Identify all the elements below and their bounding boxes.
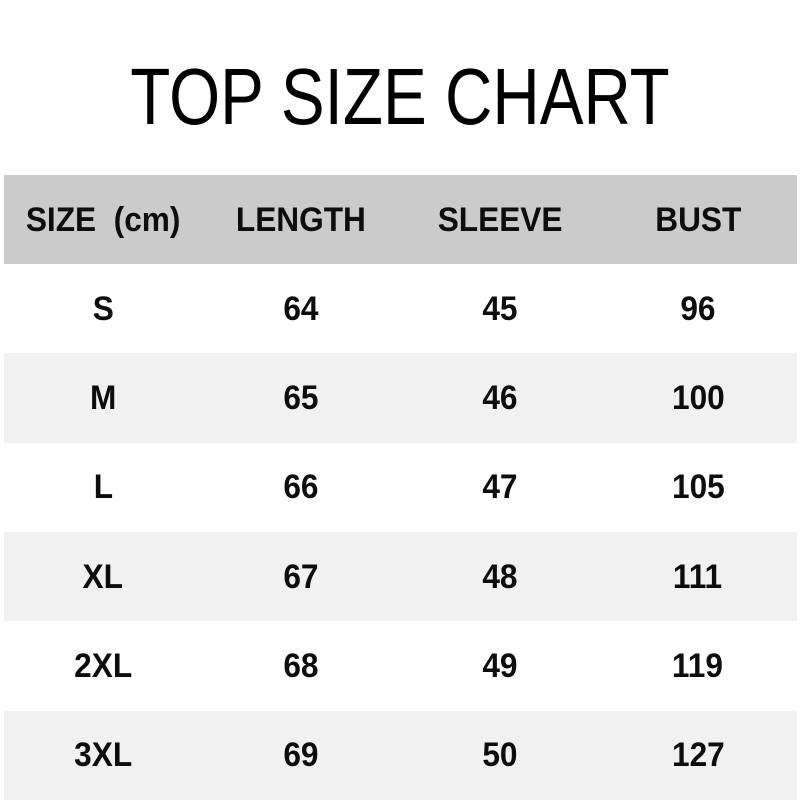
column-header-length-label: LENGTH bbox=[236, 200, 367, 239]
cell-sleeve: 46 bbox=[401, 381, 599, 415]
bust-value: 96 bbox=[680, 289, 716, 328]
sleeve-value: 50 bbox=[482, 736, 518, 775]
table-row-xl: XL 67 48 111 bbox=[4, 531, 797, 622]
cell-size: 3XL bbox=[4, 738, 202, 772]
size-value: XL bbox=[82, 557, 124, 596]
sleeve-value: 48 bbox=[482, 557, 518, 596]
cell-bust: 105 bbox=[599, 470, 797, 504]
column-header-size-label: SIZE (cm) bbox=[25, 200, 181, 239]
cell-sleeve: 47 bbox=[401, 470, 599, 504]
size-value: S bbox=[92, 289, 114, 328]
cell-sleeve: 49 bbox=[401, 649, 599, 683]
cell-size: M bbox=[4, 381, 202, 415]
title-area: TOP SIZE CHART bbox=[0, 0, 800, 175]
table-row-2xl: 2XL 68 49 119 bbox=[4, 621, 797, 711]
length-value: 68 bbox=[283, 646, 319, 685]
size-value: M bbox=[89, 378, 117, 417]
bust-value: 100 bbox=[671, 378, 725, 417]
length-value: 67 bbox=[283, 557, 319, 596]
table-row-m: M 65 46 100 bbox=[4, 353, 797, 443]
cell-length: 67 bbox=[202, 560, 400, 594]
cell-length: 66 bbox=[202, 470, 400, 504]
sleeve-value: 47 bbox=[482, 468, 518, 507]
length-value: 64 bbox=[283, 289, 319, 328]
cell-sleeve: 50 bbox=[401, 738, 599, 772]
bust-value: 127 bbox=[671, 736, 725, 775]
size-value: 2XL bbox=[74, 646, 133, 685]
bust-value: 105 bbox=[671, 468, 725, 507]
table-header-row: SIZE (cm) LENGTH SLEEVE BUST bbox=[4, 175, 797, 264]
table-row-l: L 66 47 105 bbox=[4, 442, 797, 532]
cell-bust: 100 bbox=[599, 381, 797, 415]
cell-size: S bbox=[4, 292, 202, 326]
column-header-size: SIZE (cm) bbox=[4, 203, 202, 237]
cell-size: XL bbox=[4, 560, 202, 594]
cell-sleeve: 48 bbox=[401, 560, 599, 594]
table-row-3xl: 3XL 69 50 127 bbox=[4, 710, 797, 800]
sleeve-value: 46 bbox=[482, 378, 518, 417]
column-header-bust: BUST bbox=[599, 203, 797, 237]
cell-length: 68 bbox=[202, 649, 400, 683]
cell-length: 64 bbox=[202, 292, 400, 326]
size-chart-table: SIZE (cm) LENGTH SLEEVE BUST S 64 45 96 … bbox=[4, 175, 797, 800]
cell-sleeve: 45 bbox=[401, 292, 599, 326]
bust-value: 111 bbox=[673, 557, 723, 596]
column-header-bust-label: BUST bbox=[654, 200, 741, 239]
length-value: 69 bbox=[283, 736, 319, 775]
cell-length: 65 bbox=[202, 381, 400, 415]
bust-value: 119 bbox=[672, 646, 724, 685]
cell-bust: 119 bbox=[599, 649, 797, 683]
cell-size: 2XL bbox=[4, 649, 202, 683]
size-value: 3XL bbox=[74, 736, 133, 775]
size-value: L bbox=[93, 468, 113, 507]
table-body: S 64 45 96 M 65 46 100 L 66 47 105 XL 67… bbox=[4, 264, 797, 800]
cell-bust: 111 bbox=[599, 560, 797, 594]
length-value: 65 bbox=[283, 378, 319, 417]
length-value: 66 bbox=[283, 468, 319, 507]
cell-bust: 127 bbox=[599, 738, 797, 772]
sleeve-value: 45 bbox=[482, 289, 518, 328]
cell-size: L bbox=[4, 470, 202, 504]
sleeve-value: 49 bbox=[482, 646, 518, 685]
cell-bust: 96 bbox=[599, 292, 797, 326]
table-row-s: S 64 45 96 bbox=[4, 264, 797, 354]
column-header-sleeve: SLEEVE bbox=[401, 203, 599, 237]
column-header-length: LENGTH bbox=[202, 203, 400, 237]
page-title: TOP SIZE CHART bbox=[130, 51, 670, 141]
column-header-sleeve-label: SLEEVE bbox=[437, 200, 563, 239]
cell-length: 69 bbox=[202, 738, 400, 772]
